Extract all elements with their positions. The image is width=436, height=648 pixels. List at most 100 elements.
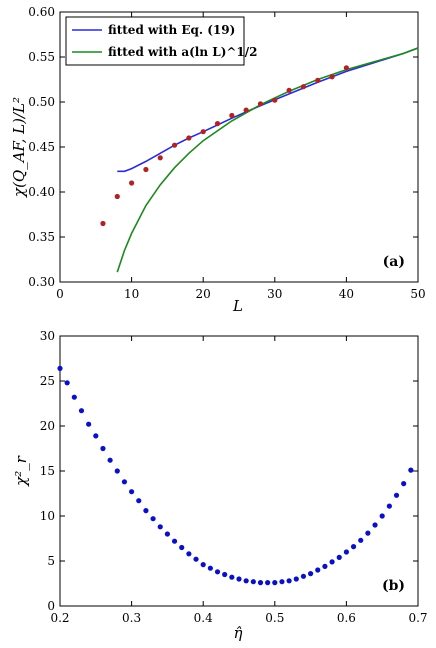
y-axis-label-b: χ²_r [12, 455, 30, 487]
series-line-0 [117, 48, 418, 171]
x-tick-label: 0 [56, 287, 64, 301]
data-point [115, 194, 120, 199]
legend-a: fitted with Eq. (19) fitted with a(ln L)… [66, 17, 258, 65]
data-point [294, 576, 299, 581]
series-b [57, 366, 413, 585]
data-point [358, 538, 363, 543]
y-tick-label: 0.60 [28, 5, 55, 19]
y-tick-label: 0.30 [28, 275, 55, 289]
y-tick-label: 15 [40, 464, 55, 478]
data-point [380, 513, 385, 518]
data-point [186, 551, 191, 556]
data-point [244, 578, 249, 583]
data-point [265, 580, 270, 585]
data-point [251, 579, 256, 584]
data-point [100, 221, 105, 226]
data-point [65, 380, 70, 385]
y-tick-label: 5 [47, 554, 55, 568]
data-point [150, 516, 155, 521]
data-point [208, 566, 213, 571]
plot-frame-b [60, 336, 418, 606]
data-point [158, 155, 163, 160]
data-point [351, 544, 356, 549]
x-tick-label: 40 [339, 287, 354, 301]
data-point [244, 108, 249, 113]
x-tick-label: 0.4 [194, 611, 213, 625]
data-point [329, 559, 334, 564]
data-point [287, 88, 292, 93]
y-tick-label: 30 [40, 329, 55, 343]
x-tick-label: 0.2 [50, 611, 69, 625]
data-point [158, 524, 163, 529]
y-tick-label: 0.50 [28, 95, 55, 109]
data-point [344, 65, 349, 70]
legend-label-eq19: fitted with Eq. (19) [108, 23, 235, 37]
data-point [337, 555, 342, 560]
data-point [143, 167, 148, 172]
x-axis-label-b: η̂ [234, 624, 243, 642]
data-point [329, 74, 334, 79]
data-point [301, 84, 306, 89]
data-point [258, 101, 263, 106]
data-point [179, 545, 184, 550]
panel-label-b: (b) [382, 578, 405, 594]
data-point [387, 504, 392, 509]
panel-label-a: (a) [383, 254, 405, 270]
data-point [201, 129, 206, 134]
data-point [222, 572, 227, 577]
data-point [193, 557, 198, 562]
data-point [72, 395, 77, 400]
data-point [201, 562, 206, 567]
data-point [301, 574, 306, 579]
data-point [408, 468, 413, 473]
data-point [401, 481, 406, 486]
x-tick-label: 0.3 [122, 611, 141, 625]
data-point [394, 493, 399, 498]
x-tick-label: 0.7 [408, 611, 427, 625]
data-point [57, 366, 62, 371]
data-point [129, 180, 134, 185]
data-point [344, 549, 349, 554]
y-tick-label: 0.40 [28, 185, 55, 199]
data-point [272, 580, 277, 585]
data-point [122, 479, 127, 484]
data-point [272, 98, 277, 103]
x-tick-label: 0.6 [337, 611, 356, 625]
y-axis-label-a: χ(Q_AF, L)/L² [10, 97, 28, 198]
y-tick-label: 0.45 [28, 140, 55, 154]
data-point [115, 468, 120, 473]
y-tick-label: 25 [40, 374, 55, 388]
y-tick-label: 0 [47, 599, 55, 613]
data-point [322, 564, 327, 569]
y-tick-label: 0.35 [28, 230, 55, 244]
data-point [136, 498, 141, 503]
x-tick-label: 10 [124, 287, 139, 301]
data-point [108, 458, 113, 463]
y-tick-label: 10 [40, 509, 55, 523]
data-point [279, 579, 284, 584]
data-point [86, 422, 91, 427]
data-point [372, 522, 377, 527]
x-tick-label: 0.5 [265, 611, 284, 625]
data-point [215, 121, 220, 126]
ticks-b: 0.2 0.3 0.4 0.5 0.6 0.7 0 5 10 15 20 25 30 [40, 329, 428, 625]
y-tick-label: 20 [40, 419, 55, 433]
x-axis-label-a: L [232, 297, 243, 315]
data-point [172, 143, 177, 148]
data-point [215, 569, 220, 574]
data-point [229, 113, 234, 118]
panel-a: 0 10 20 30 40 500.300.350.400.450.500.550.60 … [10, 5, 426, 315]
data-point [100, 446, 105, 451]
x-tick-label: 50 [410, 287, 425, 301]
data-point [308, 571, 313, 576]
data-point [129, 489, 134, 494]
data-point [287, 578, 292, 583]
data-point [229, 575, 234, 580]
data-point [236, 576, 241, 581]
data-point [258, 580, 263, 585]
data-point [172, 539, 177, 544]
data-point [79, 408, 84, 413]
data-point [365, 531, 370, 536]
data-point [93, 433, 98, 438]
